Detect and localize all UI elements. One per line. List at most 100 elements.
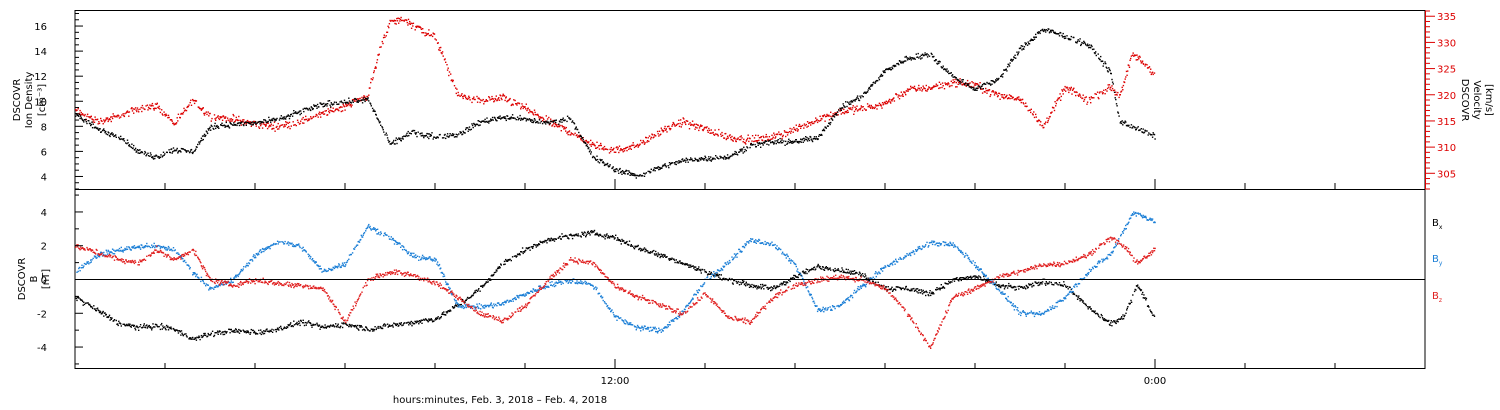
density-series-point xyxy=(689,159,691,161)
bx-series-point xyxy=(1127,306,1129,308)
bx-series-point xyxy=(1103,319,1105,321)
density-series-point xyxy=(823,129,826,132)
bx-series-point xyxy=(679,260,681,262)
bx-series-point xyxy=(765,284,767,286)
density-series-point xyxy=(182,148,185,150)
bx-series-point xyxy=(935,289,937,291)
bx-series-point xyxy=(470,295,472,298)
velocity-series-point xyxy=(1027,109,1029,112)
by-series-point xyxy=(229,281,231,284)
velocity-series-point xyxy=(998,92,1001,95)
bx-series-point xyxy=(813,266,816,268)
density-series-point xyxy=(519,114,521,117)
velocity-series-point xyxy=(1133,55,1135,57)
density-series-point xyxy=(102,129,104,131)
bx-series-point xyxy=(758,287,760,289)
density-series-point xyxy=(270,121,272,123)
velocity-series-point xyxy=(459,95,461,97)
bx-series-point xyxy=(766,286,769,289)
bx-series-point xyxy=(522,252,524,255)
density-series-point xyxy=(310,109,312,112)
velocity-series-point xyxy=(292,121,294,123)
velocity-series-point xyxy=(396,20,399,22)
bx-series-point xyxy=(477,289,479,291)
density-series-point xyxy=(1054,31,1056,34)
density-series-point xyxy=(981,83,984,86)
velocity-series-point xyxy=(860,105,862,107)
bx-series-point xyxy=(162,325,164,327)
bx-series-point xyxy=(700,272,702,274)
bx-series-point xyxy=(76,296,79,298)
velocity-series-point xyxy=(229,118,231,120)
bx-series-point xyxy=(695,269,697,271)
bx-series-point xyxy=(310,322,312,325)
velocity-series-point xyxy=(781,135,784,138)
velocity-series-point xyxy=(1043,126,1045,129)
density-series-point xyxy=(696,160,699,162)
bx-series-point xyxy=(271,328,273,331)
density-series-point xyxy=(300,112,302,115)
density-series-point xyxy=(966,83,969,85)
density-series-point xyxy=(1113,91,1116,93)
density-series-point xyxy=(537,122,539,124)
density-series-point xyxy=(813,137,815,140)
density-series-point xyxy=(499,115,501,117)
density-series-point xyxy=(903,60,906,62)
bx-series-point xyxy=(840,270,842,273)
velocity-series-point xyxy=(218,118,221,121)
bx-series-point xyxy=(179,330,181,332)
velocity-series-point xyxy=(600,142,602,145)
velocity-series-point xyxy=(277,122,279,125)
velocity-series-point xyxy=(379,46,381,48)
bx-series-point xyxy=(533,243,536,246)
bx-series-point xyxy=(320,326,322,328)
velocity-series-point xyxy=(593,144,596,146)
bx-series-point xyxy=(478,288,480,290)
bx-series-point xyxy=(410,323,412,325)
velocity-series-point xyxy=(88,116,91,118)
velocity-series-point xyxy=(840,113,842,115)
bx-series-point xyxy=(373,330,375,332)
velocity-series-point xyxy=(485,100,487,102)
density-series-point xyxy=(81,118,83,120)
velocity-series-point xyxy=(380,46,382,48)
bx-series-point xyxy=(154,326,156,328)
density-series-point xyxy=(786,143,788,145)
bx-series-point xyxy=(947,283,949,285)
density-series-point xyxy=(363,99,366,101)
density-series-point xyxy=(1060,32,1062,34)
bx-series-point xyxy=(1111,325,1113,327)
bx-series-point xyxy=(688,266,690,268)
bx-series-point xyxy=(295,323,297,325)
velocity-series-point xyxy=(317,116,319,118)
bx-series-point xyxy=(1102,318,1104,320)
velocity-series-point xyxy=(832,113,834,115)
velocity-series-point xyxy=(399,20,401,22)
density-series-point xyxy=(534,119,536,121)
velocity-series-point xyxy=(122,113,124,115)
density-series-point xyxy=(318,106,320,108)
velocity-series-point xyxy=(315,115,317,118)
density-series-point xyxy=(303,107,306,110)
bx-series-point xyxy=(1018,285,1021,287)
velocity-series-point xyxy=(424,35,426,37)
density-series-point xyxy=(1105,66,1107,68)
bx-series-point xyxy=(599,233,601,236)
density-series-point xyxy=(838,109,840,111)
bx-series-point xyxy=(385,324,387,326)
bx-series-point xyxy=(931,291,933,293)
density-series-point xyxy=(276,117,278,120)
velocity-series-point xyxy=(370,78,372,80)
velocity-series-point xyxy=(922,85,924,87)
by-series-point xyxy=(251,258,253,261)
bx-series-point xyxy=(654,254,656,256)
density-series-point xyxy=(452,134,454,137)
bx-series-point xyxy=(644,250,646,253)
density-series-point xyxy=(779,137,781,140)
density-series-point xyxy=(805,136,807,138)
density-series-point xyxy=(98,129,100,131)
density-series-point xyxy=(571,120,574,122)
velocity-series-point xyxy=(713,134,716,136)
velocity-series-point xyxy=(371,79,374,81)
by-series-point xyxy=(308,254,311,256)
